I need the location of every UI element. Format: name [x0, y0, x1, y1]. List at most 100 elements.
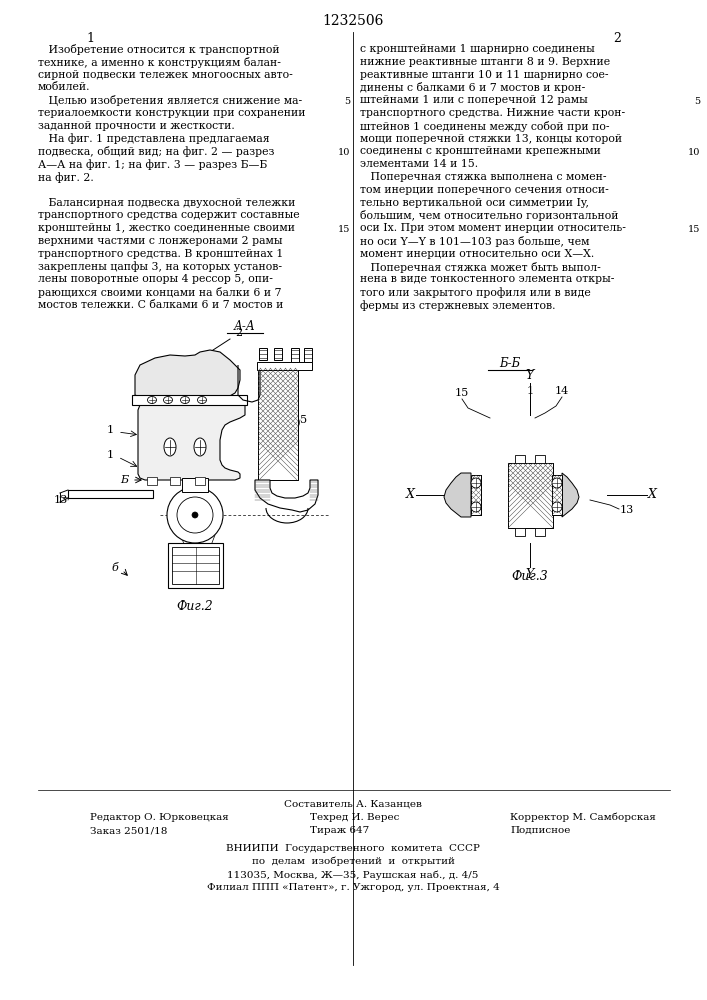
Text: Подписное: Подписное — [510, 826, 571, 835]
Text: б: б — [112, 563, 118, 573]
Text: штейнами 1 или с поперечной 12 рамы: штейнами 1 или с поперечной 12 рамы — [360, 95, 588, 105]
Circle shape — [471, 478, 481, 488]
Bar — [552, 475, 562, 515]
Text: Целью изобретения является снижение ма-: Целью изобретения является снижение ма- — [38, 95, 302, 106]
Text: Фиг.2: Фиг.2 — [177, 600, 214, 613]
Text: 5: 5 — [694, 97, 700, 106]
Text: Корректор М. Самборская: Корректор М. Самборская — [510, 813, 656, 822]
Text: 5: 5 — [300, 415, 307, 425]
Text: Балансирная подвеска двухосной тележки: Балансирная подвеска двухосной тележки — [38, 198, 296, 208]
Bar — [274, 348, 282, 360]
Text: На фиг. 1 представлена предлагаемая: На фиг. 1 представлена предлагаемая — [38, 134, 269, 144]
Text: Y: Y — [526, 568, 534, 581]
Bar — [258, 368, 298, 480]
Text: 14: 14 — [555, 386, 569, 396]
Text: того или закрытого профиля или в виде: того или закрытого профиля или в виде — [360, 287, 591, 298]
Text: транспортного средства содержит составные: транспортного средства содержит составны… — [38, 210, 300, 220]
Text: 113035, Москва, Ж—35, Раушская наб., д. 4/5: 113035, Москва, Ж—35, Раушская наб., д. … — [228, 870, 479, 880]
Text: 10: 10 — [338, 148, 350, 157]
Bar — [535, 528, 545, 536]
Circle shape — [167, 487, 223, 543]
Text: мощи поперечной стяжки 13, концы которой: мощи поперечной стяжки 13, концы которой — [360, 134, 622, 144]
Text: 15: 15 — [688, 225, 700, 234]
Bar — [195, 477, 205, 485]
Ellipse shape — [194, 438, 206, 456]
Bar — [508, 463, 553, 528]
Text: Б-Б: Б-Б — [499, 357, 520, 370]
Text: с кронштейнами 1 шарнирно соединены: с кронштейнами 1 шарнирно соединены — [360, 44, 595, 54]
Bar — [471, 475, 481, 515]
Bar — [291, 348, 299, 362]
Text: мобилей.: мобилей. — [38, 82, 90, 92]
Bar — [258, 368, 298, 480]
Circle shape — [552, 502, 562, 512]
Polygon shape — [138, 405, 245, 480]
Text: Б: Б — [120, 475, 128, 485]
Text: заданной прочности и жесткости.: заданной прочности и жесткости. — [38, 121, 235, 131]
Text: 2: 2 — [613, 32, 621, 45]
Text: 13: 13 — [54, 495, 68, 505]
Polygon shape — [255, 480, 318, 512]
Text: 15: 15 — [455, 388, 469, 398]
Text: териалоемкости конструкции при сохранении: териалоемкости конструкции при сохранени… — [38, 108, 305, 118]
Text: X: X — [406, 488, 415, 502]
Text: 15: 15 — [338, 225, 350, 234]
Polygon shape — [135, 350, 240, 397]
Circle shape — [471, 502, 481, 512]
Text: Фиг.3: Фиг.3 — [512, 570, 549, 583]
Bar — [132, 395, 247, 405]
Ellipse shape — [197, 396, 206, 403]
Text: фермы из стержневых элементов.: фермы из стержневых элементов. — [360, 300, 556, 311]
Text: технике, а именно к конструкциям балан-: технике, а именно к конструкциям балан- — [38, 57, 281, 68]
Bar — [147, 477, 157, 485]
Text: 1: 1 — [107, 450, 114, 460]
Bar — [552, 475, 562, 515]
Text: Заказ 2501/18: Заказ 2501/18 — [90, 826, 168, 835]
Text: элементами 14 и 15.: элементами 14 и 15. — [360, 159, 478, 169]
Bar — [68, 490, 153, 498]
Text: большим, чем относительно горизонтальной: большим, чем относительно горизонтальной — [360, 210, 619, 221]
Polygon shape — [444, 473, 471, 517]
Text: мостов тележки. С балками 6 и 7 мостов и: мостов тележки. С балками 6 и 7 мостов и — [38, 300, 284, 310]
Text: подвеска, общий вид; на фиг. 2 — разрез: подвеска, общий вид; на фиг. 2 — разрез — [38, 146, 274, 157]
Text: Филиал ППП «Патент», г. Ужгород, ул. Проектная, 4: Филиал ППП «Патент», г. Ужгород, ул. Про… — [206, 883, 499, 892]
Text: тельно вертикальной оси симметрии Iy,: тельно вертикальной оси симметрии Iy, — [360, 198, 589, 208]
Text: 13: 13 — [620, 505, 634, 515]
Circle shape — [177, 497, 213, 533]
Text: Тираж 647: Тираж 647 — [310, 826, 369, 835]
Text: том инерции поперечного сечения относи-: том инерции поперечного сечения относи- — [360, 185, 609, 195]
Text: Поперечная стяжка выполнена с момен-: Поперечная стяжка выполнена с момен- — [360, 172, 607, 182]
Text: 5: 5 — [344, 97, 350, 106]
Text: рающихся своими концами на балки 6 и 7: рающихся своими концами на балки 6 и 7 — [38, 287, 281, 298]
Text: ВНИИПИ  Государственного  комитета  СССР: ВНИИПИ Государственного комитета СССР — [226, 844, 480, 853]
Text: Поперечная стяжка может быть выпол-: Поперечная стяжка может быть выпол- — [360, 262, 601, 273]
Text: 1: 1 — [527, 386, 534, 396]
Ellipse shape — [163, 396, 173, 403]
Text: закреплены цапфы 3, на которых установ-: закреплены цапфы 3, на которых установ- — [38, 262, 282, 272]
Text: нижние реактивные штанги 8 и 9. Верхние: нижние реактивные штанги 8 и 9. Верхние — [360, 57, 610, 67]
Bar — [471, 475, 481, 515]
Bar — [257, 362, 312, 370]
Bar — [168, 543, 223, 588]
Bar — [259, 348, 267, 360]
Ellipse shape — [180, 396, 189, 403]
Text: динены с балками 6 и 7 мостов и крон-: динены с балками 6 и 7 мостов и крон- — [360, 82, 585, 93]
Circle shape — [552, 478, 562, 488]
Bar — [182, 478, 208, 492]
Bar — [170, 477, 180, 485]
Text: оси Ix. При этом момент инерции относитель-: оси Ix. При этом момент инерции относите… — [360, 223, 626, 233]
Text: нена в виде тонкостенного элемента откры-: нена в виде тонкостенного элемента откры… — [360, 274, 614, 284]
Text: на фиг. 2.: на фиг. 2. — [38, 172, 94, 183]
Text: момент инерции относительно оси Х—Х.: момент инерции относительно оси Х—Х. — [360, 249, 595, 259]
Text: транспортного средства. Нижние части крон-: транспортного средства. Нижние части кро… — [360, 108, 625, 118]
Bar — [552, 475, 562, 515]
Bar — [535, 455, 545, 463]
Circle shape — [192, 512, 198, 518]
Text: Техред И. Верес: Техред И. Верес — [310, 813, 399, 822]
Ellipse shape — [148, 396, 156, 403]
Bar — [508, 463, 553, 528]
Polygon shape — [562, 473, 579, 517]
Text: Редактор О. Юрковецкая: Редактор О. Юрковецкая — [90, 813, 229, 822]
Text: сирной подвески тележек многоосных авто-: сирной подвески тележек многоосных авто- — [38, 70, 293, 80]
Bar — [172, 547, 219, 584]
